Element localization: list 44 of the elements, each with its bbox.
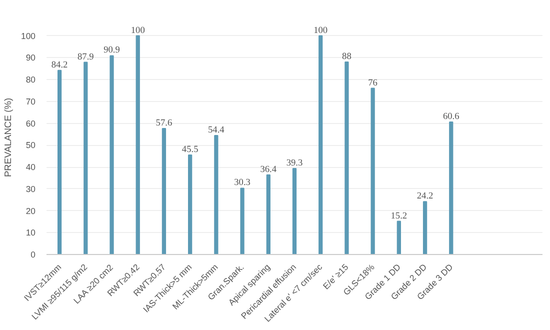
bar <box>370 88 375 254</box>
data-label: 39.3 <box>286 158 303 169</box>
y-tick-label: 50 <box>26 140 36 150</box>
bar <box>188 154 192 254</box>
bar <box>162 128 166 254</box>
y-tick-label: 60 <box>26 118 36 128</box>
data-label: 88 <box>342 52 352 62</box>
data-label: 57.6 <box>156 118 172 129</box>
data-label: 45.5 <box>182 144 199 155</box>
bar <box>110 55 114 254</box>
bar <box>318 35 323 254</box>
y-tick-label: 20 <box>26 206 36 216</box>
bar <box>292 168 297 254</box>
data-label: 100 <box>130 26 146 36</box>
data-label: 100 <box>314 26 328 36</box>
data-label: 24.2 <box>416 192 434 202</box>
data-label: 87.9 <box>77 52 94 62</box>
data-label: 76 <box>368 78 378 88</box>
y-tick-label: 40 <box>26 162 36 172</box>
bar <box>240 188 244 254</box>
bar <box>57 70 62 254</box>
data-label: 36.4 <box>260 164 277 175</box>
data-label: 30.3 <box>234 178 251 188</box>
y-tick-label: 30 <box>26 184 36 194</box>
bar <box>422 201 428 254</box>
data-label: 15.2 <box>390 211 408 222</box>
y-tick-label: 70 <box>26 96 36 106</box>
y-tick-label: 100 <box>21 30 36 41</box>
y-axis-title: PREVALANCE (%) <box>3 98 14 178</box>
data-label: 54.4 <box>208 126 225 136</box>
data-label: 90.9 <box>104 46 120 56</box>
y-tick-label: 10 <box>26 228 36 238</box>
bar <box>344 62 349 254</box>
bar <box>84 62 88 254</box>
bar <box>214 135 218 254</box>
data-label: 60.6 <box>442 112 460 122</box>
y-tick-label: 90 <box>26 52 36 63</box>
bar <box>449 121 454 254</box>
data-label: 84.2 <box>51 60 68 70</box>
bar <box>396 220 401 254</box>
bar <box>266 174 270 254</box>
bar <box>136 35 140 254</box>
y-tick-label: 0 <box>30 250 36 260</box>
y-tick-label: 80 <box>26 74 36 85</box>
